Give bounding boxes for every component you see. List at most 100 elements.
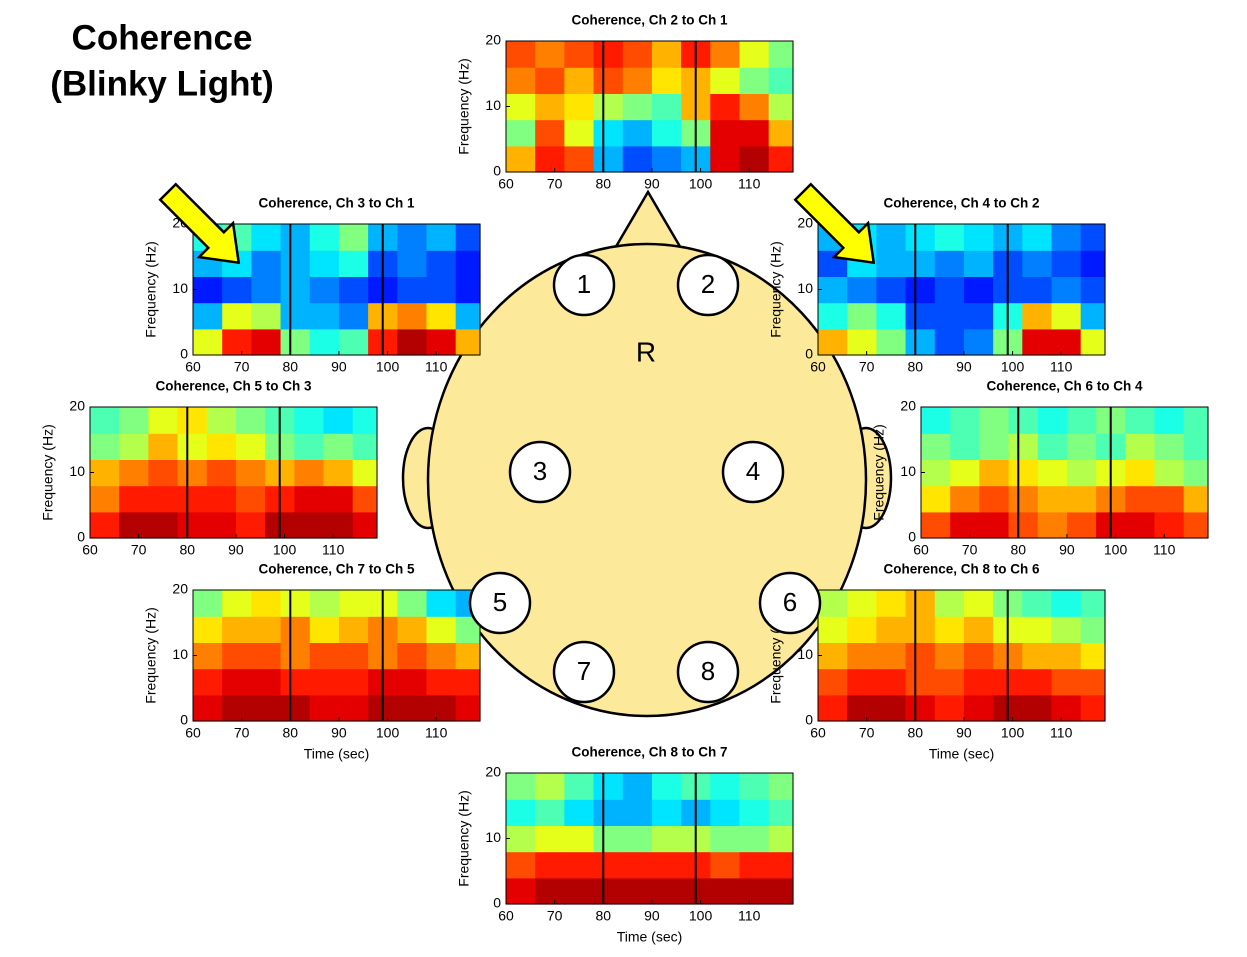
heatmap-cell: [506, 773, 536, 800]
heatmap-cell: [768, 799, 794, 826]
x-axis-label: Time (sec): [617, 929, 683, 945]
heatmap-cell: [235, 407, 266, 434]
heatmap-cell: [564, 41, 595, 68]
heatmap-cell: [876, 642, 907, 670]
heatmap-cell: [506, 851, 536, 879]
heatmap-cell: [1051, 302, 1082, 330]
heatmap-cell: [426, 642, 457, 670]
y-tick-label: 10: [797, 646, 813, 662]
heatmap-cell: [950, 459, 980, 487]
heatmap-cell: [148, 433, 179, 460]
heatmap-cell: [90, 511, 120, 539]
x-axis-label: Time (sec): [304, 746, 370, 762]
heatmap-cell: [309, 302, 340, 330]
heatmap-cell: [564, 825, 595, 853]
heatmap-cell: [564, 145, 595, 173]
x-tick-label: 80: [595, 176, 611, 192]
heatmap-cell: [1183, 459, 1209, 487]
x-tick-label: 60: [498, 908, 514, 924]
heatmap-cell: [338, 590, 369, 617]
heatmap-cell: [280, 302, 311, 330]
heatmap-cell: [235, 511, 266, 539]
heatmap-cell: [323, 433, 354, 460]
heatmap-cell: [426, 250, 457, 277]
y-tick-label: 0: [805, 346, 813, 362]
heatmap-cell: [963, 302, 994, 330]
heatmap-cell: [1080, 328, 1106, 356]
heatmap-cell: [90, 459, 120, 487]
heatmap-cell: [1022, 328, 1053, 356]
heatmap-cell: [193, 642, 223, 670]
heatmap-cell: [323, 485, 354, 513]
heatmap-cell: [338, 642, 369, 670]
heatmap-cell: [455, 328, 481, 356]
heatmap-cell: [768, 773, 794, 800]
heatmap-cell: [535, 773, 565, 800]
heatmap-cell: [1051, 616, 1082, 643]
heatmap-cell: [651, 67, 682, 94]
heatmap-cell: [710, 877, 741, 905]
x-tick-label: 110: [1050, 359, 1073, 375]
heatmap-cell: [280, 694, 311, 722]
x-tick-label: 110: [425, 725, 448, 741]
heatmap-cell: [950, 511, 980, 539]
heatmap-cell: [1051, 668, 1082, 696]
electrode: [552, 253, 616, 317]
heatmap-cell: [950, 485, 980, 513]
heatmap-cell: [119, 407, 149, 434]
electrode-label: 7: [577, 656, 591, 686]
x-tick-label: 100: [689, 908, 713, 924]
heatmap-cell: [235, 485, 266, 513]
heatmap-cell: [235, 433, 266, 460]
heatmap-cell: [876, 250, 907, 277]
heatmap-cell: [338, 694, 369, 722]
heatmap-cell: [222, 694, 252, 722]
heatmap-cell: [222, 590, 252, 617]
x-tick-label: 70: [962, 542, 978, 558]
heatmap-cell: [222, 616, 252, 643]
electrode: [552, 640, 616, 704]
heatmap-cell: [251, 250, 282, 277]
x-tick-label: 110: [1153, 542, 1176, 558]
heatmap-cell: [222, 642, 252, 670]
x-tick-label: 90: [228, 542, 244, 558]
chart-title: Coherence, Ch 7 to Ch 5: [258, 562, 415, 577]
heatmap-cell: [1022, 250, 1053, 277]
heatmap-cell: [1183, 407, 1209, 434]
heatmap-cell: [963, 668, 994, 696]
heatmap-cell: [739, 877, 770, 905]
heatmap-cell: [1051, 590, 1082, 617]
heatmap-cell: [352, 485, 378, 513]
heatmap-cell: [455, 302, 481, 330]
y-tick-label: 20: [485, 32, 501, 48]
heatmap-cell: [251, 668, 282, 696]
y-tick-label: 10: [485, 97, 501, 113]
x-tick-label: 80: [282, 725, 298, 741]
heatmap-cell: [622, 119, 653, 147]
x-tick-label: 90: [1059, 542, 1075, 558]
heatmap-cell: [768, 851, 794, 879]
heatmap-cell: [818, 642, 848, 670]
heatmap-cell: [593, 799, 624, 826]
heatmap-cell: [455, 642, 481, 670]
heatmap-cell: [506, 67, 536, 94]
head-diagram: R: [401, 189, 893, 718]
heatmap-cell: [309, 694, 340, 722]
heatmap-cell: [280, 224, 311, 251]
nose: [611, 189, 685, 252]
y-tick-label: 10: [172, 280, 188, 296]
heatmap-cell: [1080, 642, 1106, 670]
heatmap-cell: [1080, 668, 1106, 696]
heatmap-cell: [847, 642, 877, 670]
y-tick-label: 0: [77, 529, 85, 545]
heatmap-cell: [119, 433, 149, 460]
heatmap-cell: [235, 459, 266, 487]
heatmap-cell: [1008, 433, 1039, 460]
heatmap-cell: [651, 825, 682, 853]
x-tick-label: 90: [644, 176, 660, 192]
y-tick-label: 10: [69, 463, 85, 479]
x-tick-label: 60: [498, 176, 514, 192]
heatmap-cell: [1080, 616, 1106, 643]
heatmap-cell: [294, 433, 325, 460]
heatmap-cell: [950, 407, 980, 434]
